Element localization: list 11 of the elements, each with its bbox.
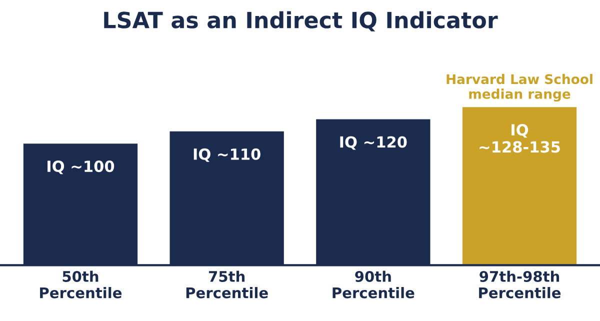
x-tick-label: 97th-98th Percentile — [479, 270, 561, 298]
chart-title: LSAT as an Indirect IQ Indicator — [104, 11, 498, 32]
data-label: IQ ~100 — [48, 160, 114, 174]
x-tick-label: 90th Percentile — [332, 270, 414, 298]
data-label: IQ ~120 — [340, 136, 407, 150]
x-tick-label: 50th Percentile — [40, 270, 122, 298]
bar — [462, 107, 577, 266]
data-label: IQ ~110 — [194, 148, 260, 162]
data-label: IQ ~128-135 — [480, 124, 560, 153]
annotation: Harvard Law School median range — [446, 74, 592, 102]
x-tick-label: 75th Percentile — [186, 270, 268, 298]
